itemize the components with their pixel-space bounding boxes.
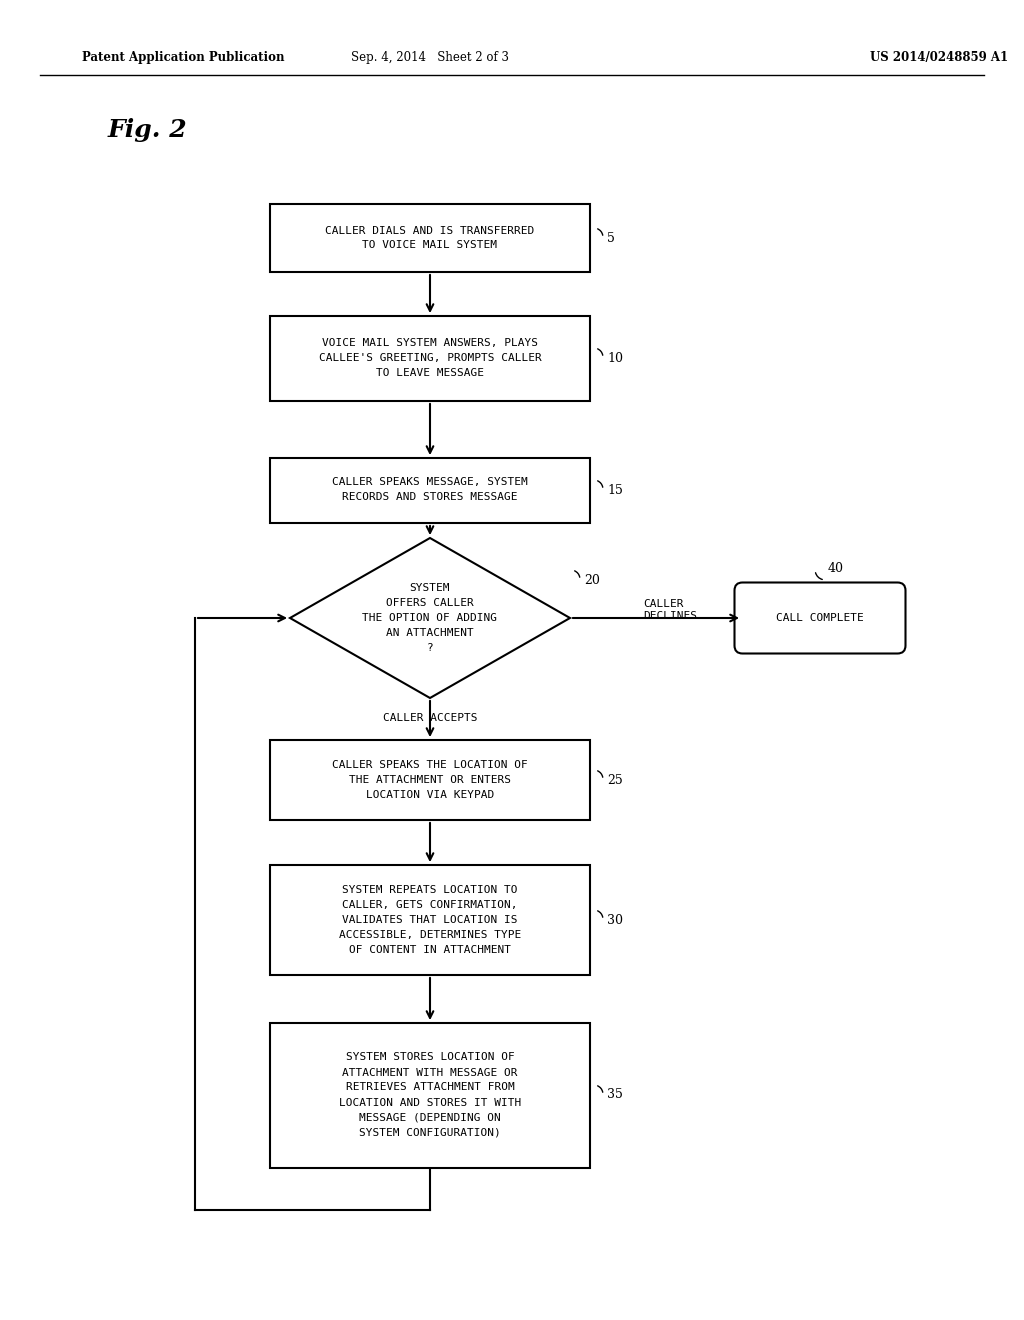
Text: LOCATION AND STORES IT WITH: LOCATION AND STORES IT WITH — [339, 1097, 521, 1107]
Text: THE OPTION OF ADDING: THE OPTION OF ADDING — [362, 612, 498, 623]
Text: 35: 35 — [607, 1089, 623, 1101]
Text: Fig. 2: Fig. 2 — [108, 117, 187, 143]
Text: 30: 30 — [607, 913, 623, 927]
Bar — [270, 741, 590, 820]
Text: ATTACHMENT WITH MESSAGE OR: ATTACHMENT WITH MESSAGE OR — [342, 1068, 518, 1077]
Text: ?: ? — [427, 643, 433, 653]
Text: SYSTEM REPEATS LOCATION TO: SYSTEM REPEATS LOCATION TO — [342, 884, 518, 895]
Text: US 2014/0248859 A1: US 2014/0248859 A1 — [870, 51, 1008, 65]
Text: CALLER SPEAKS THE LOCATION OF: CALLER SPEAKS THE LOCATION OF — [332, 760, 528, 770]
Text: CALLER ACCEPTS: CALLER ACCEPTS — [383, 713, 477, 723]
Bar — [270, 1023, 590, 1167]
Text: 5: 5 — [607, 231, 614, 244]
Text: 20: 20 — [584, 573, 600, 586]
Text: MESSAGE (DEPENDING ON: MESSAGE (DEPENDING ON — [359, 1113, 501, 1122]
Text: OF CONTENT IN ATTACHMENT: OF CONTENT IN ATTACHMENT — [349, 945, 511, 954]
Text: 25: 25 — [607, 774, 623, 787]
Bar — [270, 865, 590, 975]
Text: RECORDS AND STORES MESSAGE: RECORDS AND STORES MESSAGE — [342, 492, 518, 503]
Text: CALL COMPLETE: CALL COMPLETE — [776, 612, 864, 623]
Text: 15: 15 — [607, 483, 623, 496]
Text: SYSTEM: SYSTEM — [410, 583, 451, 593]
Text: CALLER, GETS CONFIRMATION,: CALLER, GETS CONFIRMATION, — [342, 900, 518, 909]
FancyBboxPatch shape — [734, 582, 905, 653]
Text: TO VOICE MAIL SYSTEM: TO VOICE MAIL SYSTEM — [362, 240, 498, 251]
Bar — [270, 458, 590, 523]
Text: SYSTEM STORES LOCATION OF: SYSTEM STORES LOCATION OF — [346, 1052, 514, 1063]
Polygon shape — [290, 539, 570, 698]
Text: 10: 10 — [607, 351, 623, 364]
Text: CALLEE'S GREETING, PROMPTS CALLER: CALLEE'S GREETING, PROMPTS CALLER — [318, 352, 542, 363]
Text: CALLER SPEAKS MESSAGE, SYSTEM: CALLER SPEAKS MESSAGE, SYSTEM — [332, 478, 528, 487]
Text: RETRIEVES ATTACHMENT FROM: RETRIEVES ATTACHMENT FROM — [346, 1082, 514, 1093]
Text: OFFERS CALLER: OFFERS CALLER — [386, 598, 474, 609]
Text: THE ATTACHMENT OR ENTERS: THE ATTACHMENT OR ENTERS — [349, 775, 511, 785]
Text: TO LEAVE MESSAGE: TO LEAVE MESSAGE — [376, 368, 484, 378]
Text: VOICE MAIL SYSTEM ANSWERS, PLAYS: VOICE MAIL SYSTEM ANSWERS, PLAYS — [322, 338, 538, 348]
Text: CALLER DIALS AND IS TRANSFERRED: CALLER DIALS AND IS TRANSFERRED — [326, 226, 535, 235]
Text: SYSTEM CONFIGURATION): SYSTEM CONFIGURATION) — [359, 1127, 501, 1138]
Text: ACCESSIBLE, DETERMINES TYPE: ACCESSIBLE, DETERMINES TYPE — [339, 931, 521, 940]
Text: AN ATTACHMENT: AN ATTACHMENT — [386, 628, 474, 638]
Bar — [270, 315, 590, 400]
Text: LOCATION VIA KEYPAD: LOCATION VIA KEYPAD — [366, 789, 495, 800]
Text: 40: 40 — [828, 561, 844, 574]
Text: Sep. 4, 2014   Sheet 2 of 3: Sep. 4, 2014 Sheet 2 of 3 — [351, 51, 509, 65]
Text: VALIDATES THAT LOCATION IS: VALIDATES THAT LOCATION IS — [342, 915, 518, 925]
Text: CALLER
DECLINES: CALLER DECLINES — [643, 599, 697, 622]
Bar — [270, 205, 590, 272]
Text: Patent Application Publication: Patent Application Publication — [82, 51, 285, 65]
